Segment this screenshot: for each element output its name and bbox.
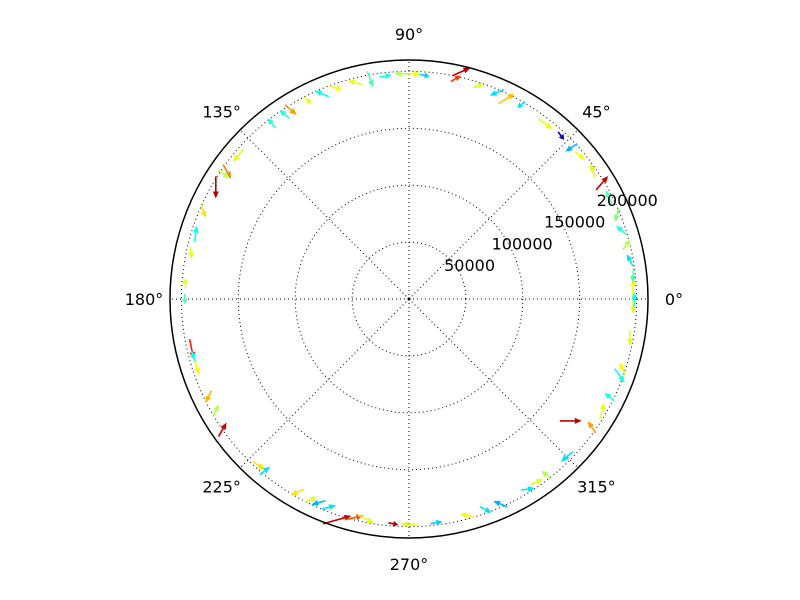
quiver-arrow xyxy=(200,205,207,218)
quiver-arrow xyxy=(401,521,417,528)
quiver-arrow xyxy=(630,267,637,283)
theta-tick-label: 45° xyxy=(582,103,610,122)
quiver-arrow xyxy=(321,504,337,511)
quiver-arrow xyxy=(493,500,508,508)
quiver-arrow xyxy=(217,422,227,437)
quiver-arrow xyxy=(192,225,199,242)
quiver-arrow xyxy=(366,71,374,88)
quiver-arrow xyxy=(279,110,290,119)
quiver-arrow xyxy=(631,292,638,306)
r-gridline xyxy=(237,127,581,471)
theta-gridline xyxy=(408,298,579,469)
quiver-arrow xyxy=(616,225,627,236)
axis-labels: 0° 45° 90° 135° 180° 225° 270° 315° 50000 100000 1… xyxy=(125,25,683,574)
quiver-arrow xyxy=(587,420,597,434)
quiver-arrow xyxy=(489,88,504,96)
quiver-arrow xyxy=(517,101,526,108)
quiver-arrow xyxy=(589,163,596,178)
quiver-arrow xyxy=(479,505,492,513)
quiver-arrow xyxy=(498,93,515,105)
quiver-arrow xyxy=(187,246,194,259)
quiver-arrow xyxy=(311,499,326,506)
quiver-arrow xyxy=(557,131,565,140)
quiver-arrow xyxy=(267,118,277,129)
theta-tick-label: 270° xyxy=(390,555,429,574)
quiver-arrow xyxy=(605,190,613,205)
theta-tick-label: 0° xyxy=(665,290,683,309)
quiver-arrow xyxy=(252,460,265,470)
quiver-arrow xyxy=(452,67,471,77)
quiver-arrow xyxy=(348,79,363,86)
quiver-arrow xyxy=(233,149,244,162)
polar-frame xyxy=(169,59,649,539)
quiver-arrow xyxy=(630,299,637,314)
quiver-arrow xyxy=(614,368,625,383)
quiver-arrow xyxy=(520,486,535,493)
quiver-arrow xyxy=(259,466,270,476)
quiver-arrow xyxy=(194,360,200,375)
quiver-arrow xyxy=(538,118,553,130)
quiver-arrow xyxy=(619,362,626,375)
theta-tick-label: 135° xyxy=(202,103,241,122)
theta-tick-label: 180° xyxy=(125,290,164,309)
quiver-arrow xyxy=(379,73,392,79)
r-tick-label: 150000 xyxy=(544,213,605,232)
quiver-arrows xyxy=(181,67,638,528)
quiver-arrow xyxy=(222,164,232,179)
quiver-arrow xyxy=(460,512,475,519)
quiver-arrow xyxy=(621,239,631,251)
quiver-arrow xyxy=(574,150,585,160)
quiver-arrow xyxy=(330,85,343,91)
quiver-arrow xyxy=(181,294,188,304)
quiver-arrow xyxy=(430,519,443,526)
quiver-arrow xyxy=(630,279,637,296)
r-tick-label: 50000 xyxy=(444,256,495,275)
quiver-arrow xyxy=(388,520,399,527)
quiver-arrow xyxy=(304,496,318,503)
theta-tick-label: 225° xyxy=(202,477,241,496)
quiver-arrow xyxy=(626,329,633,346)
quiver-arrow xyxy=(559,417,582,424)
quiver-arrow xyxy=(345,514,364,521)
theta-tick-label: 90° xyxy=(395,25,423,44)
theta-gridline xyxy=(239,129,410,300)
quiver-arrow xyxy=(541,470,552,480)
quiver-arrow xyxy=(205,390,213,403)
quiver-arrow xyxy=(450,75,461,83)
quiver-arrow xyxy=(472,82,484,89)
quiver-arrow xyxy=(595,175,609,191)
quiver-arrow xyxy=(419,72,430,79)
quiver-arrow xyxy=(212,176,219,199)
quiver-arrow xyxy=(394,70,409,77)
quiver-arrow xyxy=(626,254,634,267)
quiver-arrow xyxy=(303,96,312,104)
quiver-arrow xyxy=(530,478,543,486)
theta-tick-label: 315° xyxy=(577,477,616,496)
quiver-arrow xyxy=(212,404,219,417)
quiver-arrow xyxy=(290,488,305,496)
quiver-arrow xyxy=(560,451,574,462)
quiver-arrow xyxy=(217,169,231,179)
quiver-arrow xyxy=(599,402,606,419)
quiver-arrow xyxy=(314,90,330,98)
quiver-arrow xyxy=(565,142,578,152)
quiver-arrow xyxy=(357,514,375,524)
r-tick-label: 100000 xyxy=(492,234,553,253)
quiver-arrow xyxy=(613,207,620,223)
origin-dot xyxy=(407,297,411,301)
theta-gridline xyxy=(239,298,410,469)
quiver-arrow xyxy=(284,104,297,115)
quiver-arrow xyxy=(604,392,615,402)
quiver-arrow xyxy=(182,278,189,289)
